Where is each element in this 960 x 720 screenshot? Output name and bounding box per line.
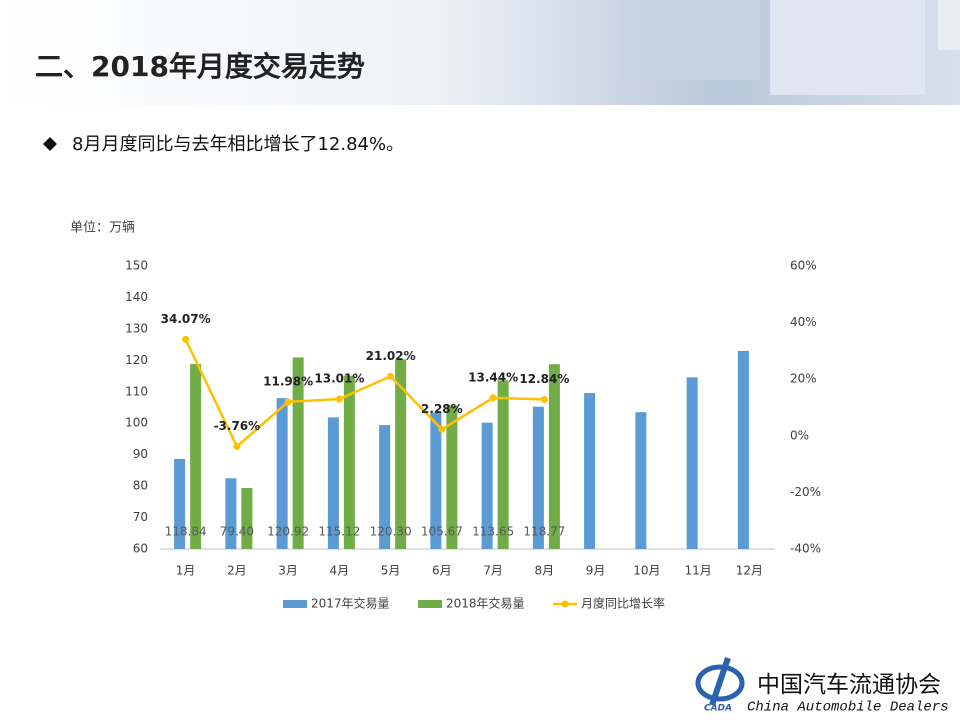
bar (190, 363, 202, 549)
x-tick-label: 6月 (432, 564, 452, 578)
y-tick-label: 60 (133, 542, 148, 556)
growth-label: 2.28% (421, 402, 463, 416)
bar (737, 350, 749, 549)
bar (430, 412, 442, 549)
bar (446, 405, 458, 549)
header-deco (620, 0, 760, 80)
growth-marker (387, 372, 395, 380)
growth-label: 11.98% (263, 374, 313, 388)
growth-marker (540, 395, 548, 403)
logo-icon (695, 664, 745, 702)
legend-label: 2018年交易量 (446, 596, 525, 611)
bar (343, 375, 355, 549)
bar (532, 406, 544, 549)
y-tick-label: 130 (125, 321, 148, 335)
bar (395, 359, 407, 549)
bar-value-label: 118.77 (523, 525, 565, 539)
growth-marker (233, 442, 241, 450)
logo-en: China Automobile Dealers (747, 700, 949, 716)
header-deco (770, 0, 925, 95)
growth-label: 12.84% (519, 372, 569, 386)
legend-swatch (283, 600, 307, 608)
x-tick-label: 2月 (227, 564, 247, 578)
y-tick-label: 70 (133, 510, 148, 524)
logo-cn: 中国汽车流通协会 (757, 672, 941, 698)
y-tick-label: 120 (125, 353, 148, 367)
x-tick-label: 5月 (381, 564, 401, 578)
header-deco (938, 0, 960, 50)
bar (327, 417, 339, 549)
bar (276, 398, 288, 549)
y-tick-label: 110 (125, 384, 148, 398)
logo-mark: CADA (704, 704, 732, 714)
bar-value-label: 118.84 (165, 525, 207, 539)
y2-tick-label: 40% (790, 315, 817, 329)
bar (548, 364, 560, 549)
bullet-icon (43, 137, 57, 151)
bar-value-label: 115.12 (318, 525, 360, 539)
growth-marker (438, 425, 446, 433)
x-tick-label: 11月 (684, 564, 711, 578)
x-tick-label: 4月 (330, 564, 350, 578)
bar (584, 393, 596, 549)
bar-value-label: 120.30 (370, 525, 412, 539)
legend-swatch (418, 600, 442, 608)
unit-label: 单位：万辆 (70, 221, 135, 236)
bar (174, 458, 186, 549)
bar (686, 377, 698, 549)
x-tick-label: 3月 (278, 564, 298, 578)
legend-label: 月度同比增长率 (581, 596, 665, 611)
x-tick-label: 10月 (633, 564, 660, 578)
x-tick-label: 12月 (736, 564, 763, 578)
y-tick-label: 150 (125, 259, 148, 273)
legend-label: 2017年交易量 (311, 596, 390, 611)
y-tick-label: 80 (133, 479, 148, 493)
x-tick-label: 1月 (176, 564, 196, 578)
bar (241, 487, 253, 549)
bar (635, 412, 647, 549)
bar-value-label: 105.67 (421, 525, 463, 539)
growth-marker (489, 394, 497, 402)
growth-label: 34.07% (161, 312, 211, 326)
bar-value-label: 120.92 (267, 525, 309, 539)
y2-tick-label: -20% (790, 485, 821, 499)
growth-marker (182, 335, 190, 343)
y-tick-label: 90 (133, 447, 148, 461)
y2-tick-label: 60% (790, 259, 817, 273)
bullet-text: 8月月度同比与去年相比增长了12.84%。 (72, 134, 404, 155)
bar-value-label: 79.40 (220, 525, 254, 539)
bar (292, 357, 304, 549)
growth-label: 13.44% (468, 370, 518, 384)
legend-swatch (561, 600, 569, 608)
growth-label: -3.76% (214, 419, 261, 433)
y2-tick-label: 20% (790, 372, 817, 386)
bar (225, 478, 237, 549)
y2-tick-label: -40% (790, 542, 821, 556)
logo-icon (709, 657, 731, 706)
y2-tick-label: 0% (790, 428, 809, 442)
bar (379, 425, 391, 549)
x-tick-label: 8月 (535, 564, 555, 578)
growth-line (184, 338, 545, 449)
growth-marker (284, 398, 292, 406)
bar-value-label: 113.65 (472, 525, 514, 539)
bar (481, 422, 493, 549)
y-tick-label: 100 (125, 416, 148, 430)
x-tick-label: 9月 (586, 564, 606, 578)
growth-label: 21.02% (366, 349, 416, 363)
slide-title: 二、2018年月度交易走势 (35, 50, 365, 83)
x-tick-label: 7月 (483, 564, 503, 578)
bar (497, 380, 509, 549)
growth-marker (335, 395, 343, 403)
logo: CADA 中国汽车流通协会 China Automobile Dealers (695, 657, 949, 716)
y-tick-label: 140 (125, 290, 148, 304)
growth-label: 13.01% (314, 371, 364, 385)
